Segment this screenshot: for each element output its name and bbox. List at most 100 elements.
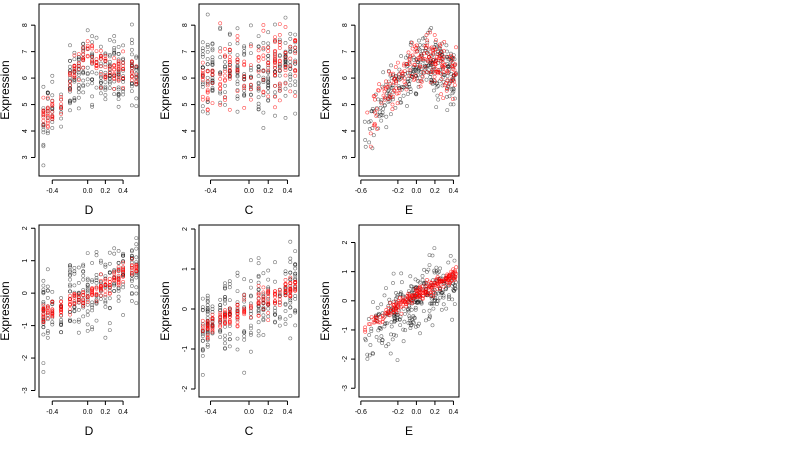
- observed-point: [248, 85, 253, 90]
- observed-point: [107, 53, 112, 57]
- x-tick-label: 0.0: [244, 409, 254, 416]
- observed-point: [210, 79, 215, 83]
- observed-point: [434, 85, 439, 90]
- observed-point: [200, 54, 205, 59]
- fitted-point: [391, 77, 396, 82]
- observed-point: [200, 82, 205, 87]
- fitted-point: [408, 54, 413, 58]
- fitted-point: [76, 52, 81, 57]
- observed-point: [210, 41, 215, 46]
- observed-point: [273, 312, 277, 317]
- observed-point: [392, 332, 396, 337]
- observed-point: [413, 91, 418, 96]
- observed-point: [403, 55, 408, 60]
- observed-point: [444, 43, 449, 48]
- fitted-point: [76, 292, 81, 297]
- y-tick-label: 4: [22, 129, 29, 133]
- fitted-point: [261, 296, 266, 301]
- observed-point: [94, 250, 99, 254]
- observed-point: [273, 260, 277, 265]
- fitted-point: [68, 297, 72, 301]
- observed-point: [273, 305, 277, 310]
- observed-point: [200, 85, 205, 89]
- observed-point: [416, 79, 421, 84]
- x-axis: -0.4 0.0 0.2 0.4 C: [205, 179, 292, 217]
- observed-point: [416, 73, 421, 78]
- observed-point: [72, 308, 77, 313]
- fitted-point: [450, 60, 455, 65]
- fitted-point: [432, 79, 437, 84]
- fitted-point: [293, 60, 298, 64]
- fitted-point: [223, 310, 227, 315]
- observed-point: [116, 85, 121, 90]
- observed-point: [266, 90, 271, 95]
- observed-point: [235, 41, 240, 46]
- fitted-point: [121, 268, 126, 273]
- fitted-point: [210, 326, 215, 331]
- observed-point: [223, 337, 227, 342]
- observed-point: [90, 81, 95, 86]
- observed-point: [406, 307, 410, 311]
- observed-point: [424, 77, 429, 82]
- observed-point: [210, 60, 215, 64]
- fitted-point: [385, 85, 390, 90]
- fitted-point: [68, 312, 72, 317]
- fitted-point: [383, 86, 388, 91]
- fitted-point: [205, 319, 210, 324]
- observed-point: [376, 97, 381, 102]
- observed-point: [94, 301, 99, 306]
- observed-point: [50, 320, 55, 325]
- fitted-point: [223, 54, 227, 59]
- observed-point: [200, 372, 205, 377]
- fitted-point: [210, 316, 215, 321]
- fitted-point: [454, 265, 459, 270]
- observed-point: [72, 57, 77, 62]
- observed-point: [376, 311, 381, 316]
- fitted-point: [116, 77, 121, 82]
- fitted-point: [407, 73, 412, 78]
- observed-point: [273, 311, 277, 316]
- fitted-point: [395, 60, 400, 65]
- fitted-point: [68, 303, 72, 308]
- observed-point: [121, 56, 126, 61]
- fitted-point: [218, 49, 223, 54]
- observed-point: [411, 319, 416, 324]
- observed-point: [112, 46, 117, 50]
- fitted-point: [425, 70, 429, 75]
- observed-point: [90, 94, 95, 99]
- observed-point: [223, 295, 227, 300]
- fitted-point: [256, 313, 261, 318]
- observed-point: [248, 279, 253, 283]
- observed-point: [134, 242, 139, 247]
- fitted-point: [374, 107, 379, 112]
- observed-point: [81, 83, 86, 88]
- y-axis-label: Expression: [0, 281, 12, 340]
- observed-point: [134, 71, 139, 76]
- fitted-point: [439, 92, 444, 97]
- fitted-point: [205, 89, 210, 94]
- observed-point: [90, 327, 95, 332]
- y-tick-label: 2: [182, 227, 189, 231]
- fitted-point: [388, 308, 393, 313]
- observed-point: [242, 88, 247, 93]
- observed-point: [447, 94, 452, 99]
- fitted-point: [277, 294, 282, 299]
- observed-point: [445, 49, 449, 54]
- fitted-point: [205, 326, 210, 331]
- observed-point: [386, 342, 391, 347]
- observed-point: [94, 272, 99, 277]
- observed-point: [99, 297, 103, 301]
- observed-point: [76, 307, 81, 312]
- observed-point: [116, 87, 121, 92]
- observed-point: [416, 85, 421, 89]
- fitted-point: [121, 67, 126, 72]
- observed-point: [439, 49, 444, 54]
- observed-point: [85, 278, 90, 283]
- observed-point: [218, 55, 223, 60]
- fitted-point: [387, 81, 392, 86]
- observed-point: [50, 79, 55, 84]
- fitted-point: [261, 90, 266, 95]
- fitted-point: [261, 77, 266, 82]
- fitted-point: [59, 112, 64, 116]
